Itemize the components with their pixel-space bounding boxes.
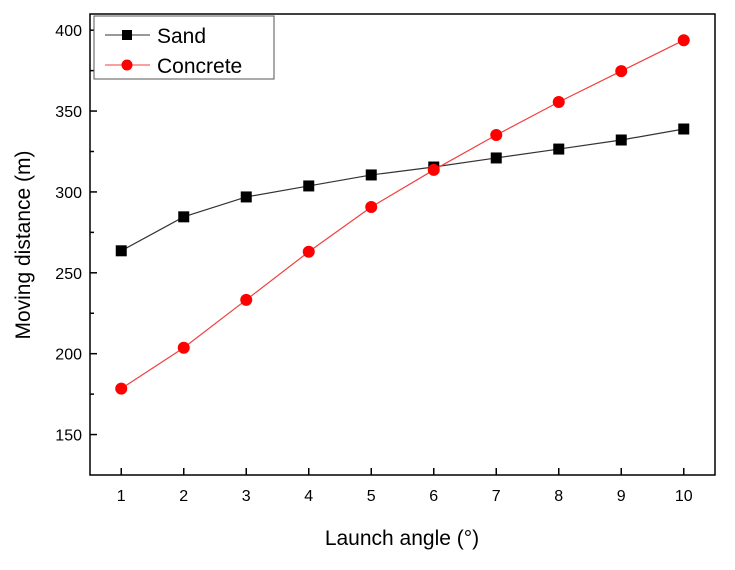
x-tick-label: 8 <box>554 488 563 505</box>
x-tick-label: 10 <box>675 488 693 505</box>
data-point-sand <box>240 191 252 203</box>
data-point-concrete <box>302 245 315 258</box>
legend: Sand Concrete <box>93 15 275 80</box>
x-axis-label: Launch angle (°) <box>325 527 479 550</box>
data-point-concrete <box>240 293 253 306</box>
data-point-concrete <box>365 200 378 213</box>
series-line-sand <box>120 128 684 252</box>
y-tick-label: 150 <box>55 428 82 445</box>
legend-label-sand: Sand <box>157 25 206 48</box>
legend-frame <box>93 15 275 80</box>
data-point-concrete <box>427 163 440 176</box>
y-axis-label: Moving distance (m) <box>12 150 35 339</box>
series-line-concrete <box>120 39 685 390</box>
x-tick-label: 1 <box>117 488 126 505</box>
x-tick-label: 5 <box>367 488 376 505</box>
data-point-concrete <box>677 34 690 47</box>
plot-frame <box>89 13 716 476</box>
legend-label-concrete: Concrete <box>157 55 242 78</box>
x-tick-label: 4 <box>304 488 313 505</box>
data-point-sand <box>678 123 690 135</box>
y-tick-label: 400 <box>55 23 82 40</box>
y-tick-label: 300 <box>55 185 82 202</box>
data-point-concrete <box>177 341 190 354</box>
x-tick-label: 6 <box>429 488 438 505</box>
data-point-sand <box>365 169 377 181</box>
legend-marker-concrete <box>121 59 133 71</box>
data-point-sand <box>115 245 127 257</box>
data-point-concrete <box>115 382 128 395</box>
data-point-sand <box>178 211 190 223</box>
x-tick-label: 3 <box>242 488 251 505</box>
data-point-sand <box>615 134 627 146</box>
y-tick-label: 250 <box>55 266 82 283</box>
x-tick-label: 7 <box>492 488 501 505</box>
legend-marker-sand <box>122 30 132 40</box>
data-point-concrete <box>552 95 565 108</box>
y-tick-label: 200 <box>55 347 82 364</box>
data-point-sand <box>490 152 502 164</box>
data-point-sand <box>553 143 565 155</box>
x-tick-label: 9 <box>617 488 626 505</box>
data-point-concrete <box>490 128 503 141</box>
y-tick-label: 350 <box>55 104 82 121</box>
data-point-concrete <box>615 65 628 78</box>
data-point-sand <box>303 180 315 192</box>
x-tick-label: 2 <box>179 488 188 505</box>
